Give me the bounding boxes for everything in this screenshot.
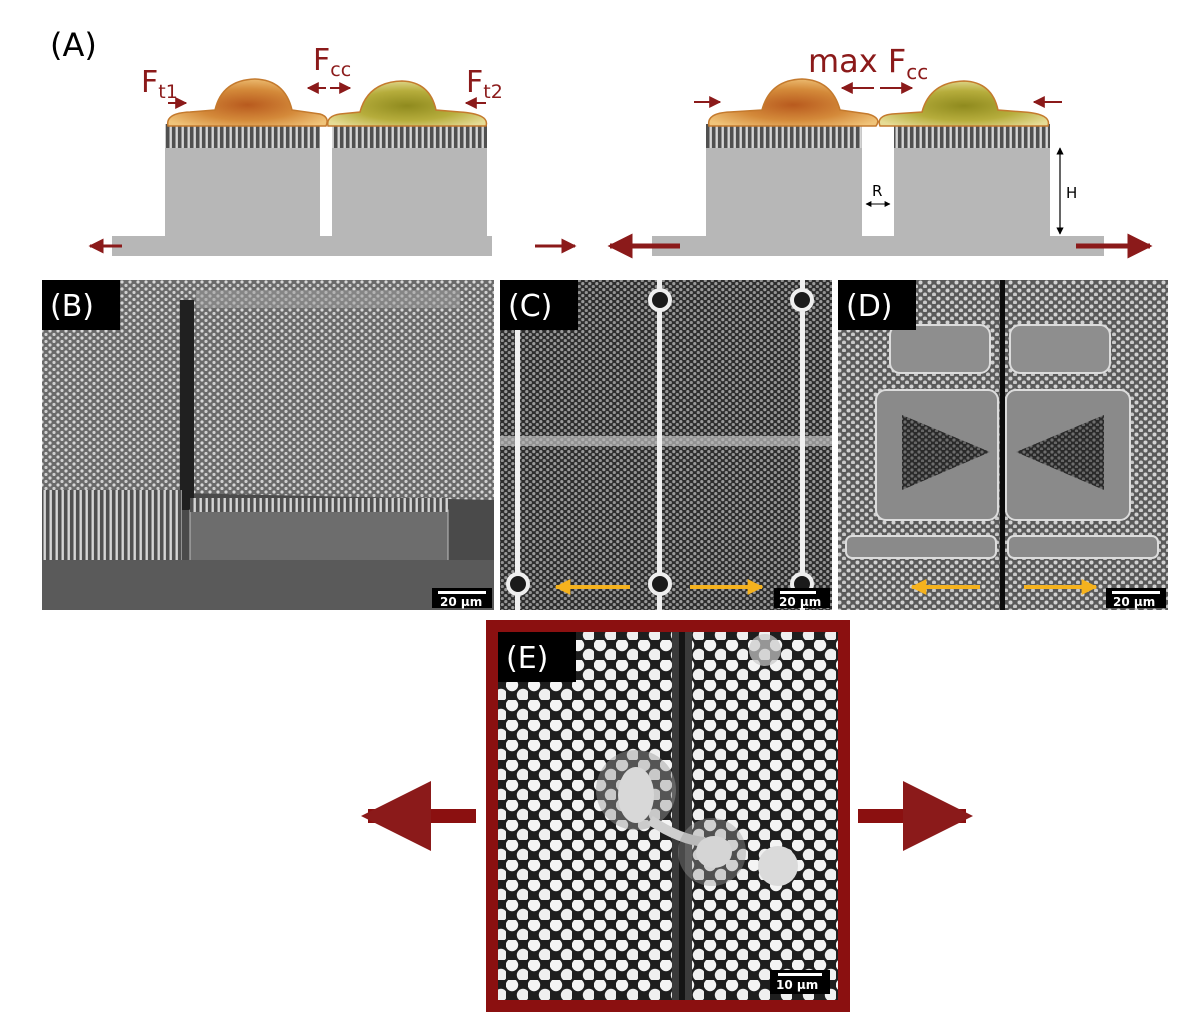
schematic-right: max Fcc R H <box>607 42 1153 259</box>
max-force-cc-label: max Fcc <box>808 42 928 84</box>
scale-bar-b <box>438 591 486 594</box>
force-cc-label: Fcc <box>313 43 351 81</box>
sem-c-hole-top-right <box>790 288 814 312</box>
pillars-left-2 <box>332 124 487 148</box>
block-right-2 <box>894 146 1050 238</box>
cell-olive-right <box>878 80 1050 127</box>
sem-d-bar-right <box>1007 535 1159 559</box>
cell-orange-right <box>707 78 879 127</box>
sem-d-bar-left <box>845 535 997 559</box>
sem-b-gap <box>180 300 194 510</box>
scale-bar-d-label: 20 µm <box>1113 595 1155 609</box>
scale-bar-e-label: 10 µm <box>776 978 818 992</box>
block-left-2 <box>332 146 487 238</box>
sem-b-block-left-side <box>42 490 182 560</box>
sem-d-triangle-right <box>1016 415 1104 490</box>
sem-d-pad-top-left <box>889 324 991 374</box>
sem-e-cell-body-1 <box>618 767 654 823</box>
sem-c-trench-mid <box>657 280 662 610</box>
panel-d-label-bg <box>838 280 916 330</box>
block-right-1 <box>706 146 862 238</box>
sem-c-trench-left <box>515 280 520 610</box>
sem-e-cell-top <box>749 634 781 666</box>
panel-c-label: (C) <box>508 289 552 324</box>
panel-b-label: (B) <box>50 289 94 324</box>
sem-d-pad-top-right <box>1009 324 1111 374</box>
scale-bar-d <box>1112 591 1160 594</box>
panel-b-label-bg <box>42 280 120 330</box>
force-t2-label: Ft2 <box>466 65 503 103</box>
panel-c-label-bg <box>500 280 578 330</box>
block-left-1 <box>165 146 320 238</box>
sem-b-block-right-side <box>189 509 449 566</box>
height-h-label: H <box>1066 184 1077 202</box>
sem-c-hole-bottom-left <box>506 572 530 596</box>
schematic-left: Ft1 Fcc Ft2 <box>88 43 577 256</box>
pillars-right-1 <box>706 124 862 148</box>
sem-e-cell-body-2 <box>696 836 732 868</box>
panel-d-label: (D) <box>846 289 893 324</box>
panel-b: (B) 20 µm <box>42 280 494 610</box>
sem-c-hole-bottom-mid <box>648 572 672 596</box>
panel-c: (C) 20 µm <box>500 280 832 610</box>
pillars-right-2 <box>894 124 1050 148</box>
sem-c-hole-top-mid <box>648 288 672 312</box>
panel-a-label: (A) <box>50 26 97 64</box>
sem-c-horizontal-line <box>500 436 832 446</box>
cell-orange-left <box>166 78 328 127</box>
force-t1-label: Ft1 <box>141 65 178 103</box>
sem-b-floor <box>42 560 494 610</box>
sem-e-gap-core <box>679 632 685 1000</box>
substrate-left <box>112 236 492 256</box>
substrate-right <box>652 236 1104 256</box>
scale-bar-b-label: 20 µm <box>440 595 482 609</box>
panel-a: (A) Ft1 Fcc Ft2 <box>50 26 1153 259</box>
scale-bar-c-label: 20 µm <box>779 595 821 609</box>
panel-e-label: (E) <box>506 641 548 676</box>
pillars-left-1 <box>165 124 320 148</box>
sem-e-background <box>498 632 838 1000</box>
panel-d: (D) 20 µm <box>838 280 1168 610</box>
sem-d-triangle-left <box>902 415 990 490</box>
scale-bar-c <box>780 591 816 594</box>
sem-b-upper-ridge <box>196 290 460 308</box>
sem-e-cell-body-3 <box>758 846 798 886</box>
panel-e-label-bg <box>498 632 576 682</box>
gap-r-label: R <box>872 182 882 200</box>
panel-e: (E) 10 µm <box>361 620 973 1012</box>
sem-b-block-right-pillars <box>190 498 448 512</box>
cell-olive-left <box>327 80 488 127</box>
sem-c-trench-right <box>800 280 805 610</box>
scale-bar-e <box>778 973 822 976</box>
sem-b-pillar-field <box>42 280 494 500</box>
sem-d-gap <box>1000 280 1005 610</box>
